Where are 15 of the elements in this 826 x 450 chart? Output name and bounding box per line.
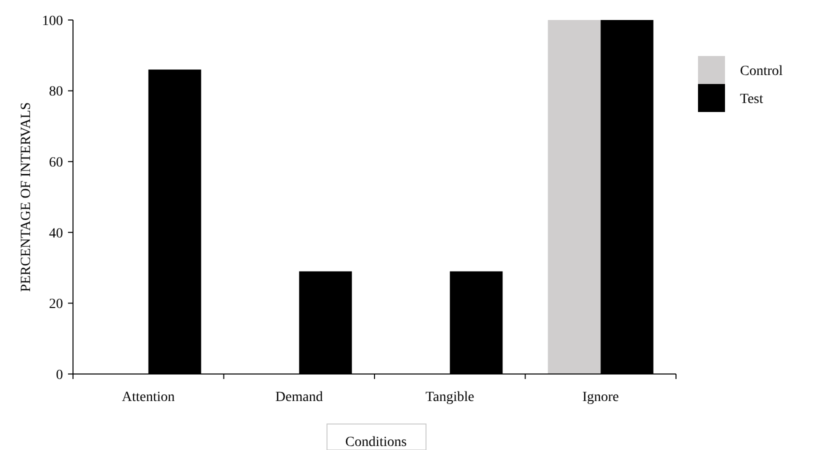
x-axis-title: Conditions [345,435,407,450]
x-tick-label: Ignore [582,390,619,405]
y-axis-title: PERCENTAGE OF INTERVALS [19,102,34,292]
bar [548,20,601,374]
x-tick-label: Attention [122,390,175,405]
x-tick-label: Demand [275,390,323,405]
y-tick-label: 80 [49,84,63,100]
y-tick-label: 40 [49,226,63,242]
y-tick-label: 20 [49,297,63,312]
legend-label: Test [740,92,764,107]
legend-label: Control [740,64,783,79]
y-tick-label: 60 [49,156,63,170]
y-tick-label: 100 [42,14,63,29]
x-tick-label: Tangible [425,390,474,405]
y-tick-label: 0 [56,368,63,383]
